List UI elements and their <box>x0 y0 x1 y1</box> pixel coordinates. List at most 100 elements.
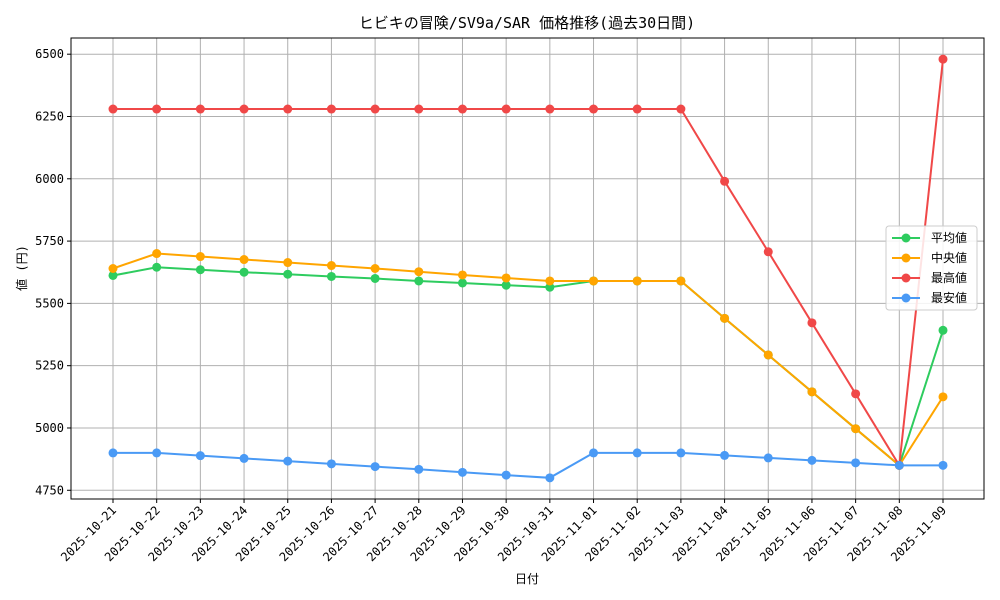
data-point <box>457 270 467 280</box>
data-point <box>501 104 511 114</box>
legend-marker <box>901 233 911 243</box>
data-point <box>152 448 162 458</box>
data-point <box>501 470 511 480</box>
data-point <box>894 460 904 470</box>
data-point <box>326 271 336 281</box>
legend-marker <box>901 293 911 303</box>
data-point <box>239 104 249 114</box>
data-point <box>414 464 424 474</box>
data-point <box>807 387 817 397</box>
data-point <box>414 276 424 286</box>
data-point <box>938 460 948 470</box>
data-point <box>938 325 948 335</box>
data-point <box>108 270 118 280</box>
data-point <box>807 318 817 328</box>
data-point <box>851 424 861 434</box>
data-point <box>763 453 773 463</box>
data-point <box>370 462 380 472</box>
data-point <box>108 448 118 458</box>
data-point <box>239 255 249 265</box>
legend-marker <box>901 253 911 263</box>
series-lines <box>108 54 948 483</box>
data-point <box>152 249 162 259</box>
y-tick-label: 5750 <box>35 234 64 248</box>
data-point <box>108 104 118 114</box>
legend-label: 最安値 <box>931 290 967 305</box>
y-axis-label: 値 (円) <box>14 245 29 291</box>
data-point <box>501 273 511 283</box>
data-point <box>545 276 555 286</box>
data-point <box>632 448 642 458</box>
legend-label: 最高値 <box>931 270 967 285</box>
data-point <box>632 276 642 286</box>
data-point <box>851 389 861 399</box>
legend-marker <box>901 273 911 283</box>
y-tick-label: 5250 <box>35 359 64 373</box>
series-line <box>112 252 944 467</box>
data-point <box>763 350 773 360</box>
data-point <box>501 280 511 290</box>
y-axis: 4750 5000 5250 5500 5750 6000 6250 6500 <box>35 47 71 497</box>
data-point <box>326 261 336 271</box>
data-point <box>239 453 249 463</box>
data-point <box>589 104 599 114</box>
plot-area-frame <box>70 37 985 500</box>
data-point <box>545 473 555 483</box>
data-point <box>720 176 730 186</box>
series-line <box>112 266 944 468</box>
y-tick-label: 5000 <box>35 421 64 435</box>
data-point <box>326 104 336 114</box>
y-tick-label: 6250 <box>35 109 64 123</box>
data-point <box>807 455 817 465</box>
grid-lines <box>71 38 984 499</box>
data-point <box>283 456 293 466</box>
data-point <box>676 448 686 458</box>
legend-label: 中央値 <box>931 250 967 265</box>
data-point <box>283 269 293 279</box>
data-point <box>414 267 424 277</box>
data-point <box>938 392 948 402</box>
series-中央値 <box>108 249 948 470</box>
data-point <box>239 267 249 277</box>
series-最安値 <box>108 448 948 483</box>
x-axis: 2025-10-212025-10-222025-10-232025-10-24… <box>58 499 949 564</box>
data-point <box>763 247 773 257</box>
data-point <box>545 282 555 292</box>
chart-title: ヒビキの冒険/SV9a/SAR 価格推移(過去30日間) <box>359 14 695 32</box>
data-point <box>457 467 467 477</box>
data-point <box>676 104 686 114</box>
data-point <box>457 104 467 114</box>
legend-label: 平均値 <box>931 230 967 245</box>
data-point <box>370 104 380 114</box>
data-point <box>589 448 599 458</box>
data-point <box>414 104 424 114</box>
data-point <box>589 276 599 286</box>
data-point <box>632 104 642 114</box>
y-tick-label: 6000 <box>35 172 64 186</box>
data-point <box>195 252 205 262</box>
data-point <box>195 104 205 114</box>
data-point <box>720 450 730 460</box>
series-最高値 <box>108 54 948 470</box>
data-point <box>326 459 336 469</box>
data-point <box>938 54 948 64</box>
series-line <box>113 59 944 469</box>
data-point <box>283 104 293 114</box>
data-point <box>108 264 118 273</box>
y-tick-label: 5500 <box>35 296 64 310</box>
data-point <box>195 451 205 461</box>
y-tick-label: 4750 <box>35 483 64 497</box>
series-line <box>113 451 943 479</box>
legend-box <box>885 225 978 311</box>
data-point <box>851 458 861 468</box>
data-point <box>283 258 293 268</box>
data-point <box>545 104 555 114</box>
data-point <box>370 273 380 283</box>
data-point <box>457 278 467 288</box>
series-平均値 <box>108 262 948 470</box>
data-point <box>676 276 686 286</box>
data-point <box>720 313 730 323</box>
data-point <box>370 264 380 273</box>
